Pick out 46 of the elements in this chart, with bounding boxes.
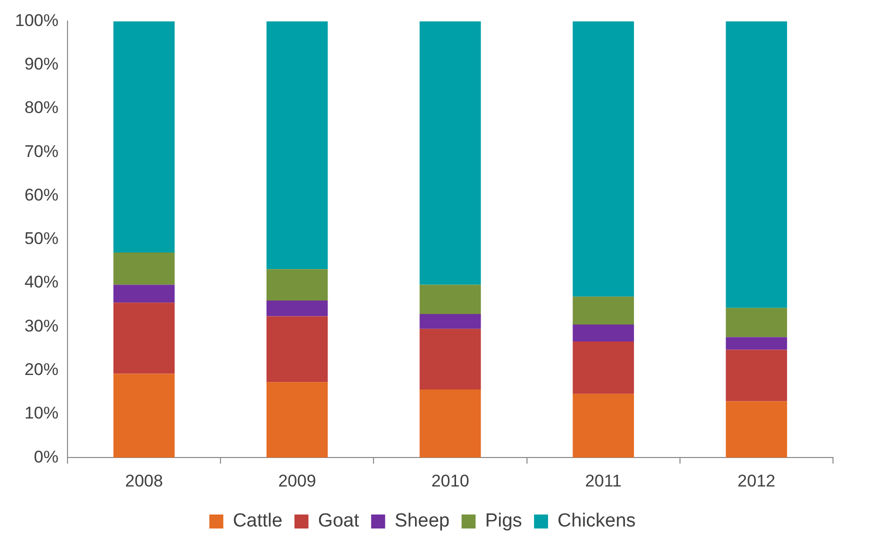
x-tick-label: 2010 bbox=[431, 471, 470, 490]
bar bbox=[572, 296, 634, 324]
bar bbox=[420, 284, 481, 314]
bar bbox=[420, 390, 481, 458]
y-tick-label: 60% bbox=[24, 185, 58, 204]
x-tick-label: 2011 bbox=[585, 471, 622, 490]
bar bbox=[420, 314, 481, 329]
bar bbox=[726, 350, 788, 402]
y-tick-label: 30% bbox=[24, 316, 58, 336]
bar bbox=[113, 252, 175, 285]
bar bbox=[266, 382, 328, 458]
bar bbox=[113, 284, 175, 303]
bar bbox=[266, 316, 328, 382]
bar bbox=[572, 342, 634, 394]
bar bbox=[726, 21, 788, 308]
bar bbox=[113, 374, 175, 458]
bar bbox=[572, 324, 634, 342]
bar bbox=[266, 21, 328, 270]
bar bbox=[113, 302, 175, 374]
bar bbox=[726, 308, 788, 338]
bar bbox=[266, 269, 328, 300]
y-tick-label: 80% bbox=[24, 98, 58, 118]
y-tick-label: 70% bbox=[24, 142, 58, 161]
legend-label: Cattle bbox=[232, 510, 282, 532]
x-tick-label: 2012 bbox=[738, 471, 776, 490]
bar bbox=[266, 300, 328, 316]
bar bbox=[113, 21, 175, 252]
bar bbox=[420, 328, 481, 390]
y-tick-label: 20% bbox=[24, 360, 58, 380]
bar bbox=[726, 401, 788, 458]
y-tick-label: 0% bbox=[34, 447, 58, 466]
legend-label: Pigs bbox=[485, 510, 522, 532]
legend-label: Goat bbox=[318, 510, 360, 532]
legend-label: Sheep bbox=[394, 510, 450, 532]
bar bbox=[572, 21, 634, 297]
bar bbox=[420, 21, 481, 285]
bar bbox=[572, 394, 634, 458]
y-tick-label: 90% bbox=[24, 54, 58, 74]
bar bbox=[726, 337, 788, 350]
y-tick-label: 40% bbox=[24, 272, 58, 292]
y-tick-label: 100% bbox=[14, 10, 58, 30]
x-tick-label: 2008 bbox=[125, 471, 163, 490]
y-tick-label: 10% bbox=[24, 404, 58, 423]
legend-label: Chickens bbox=[558, 510, 636, 532]
y-tick-label: 50% bbox=[24, 229, 58, 248]
x-tick-label: 2009 bbox=[278, 471, 316, 490]
